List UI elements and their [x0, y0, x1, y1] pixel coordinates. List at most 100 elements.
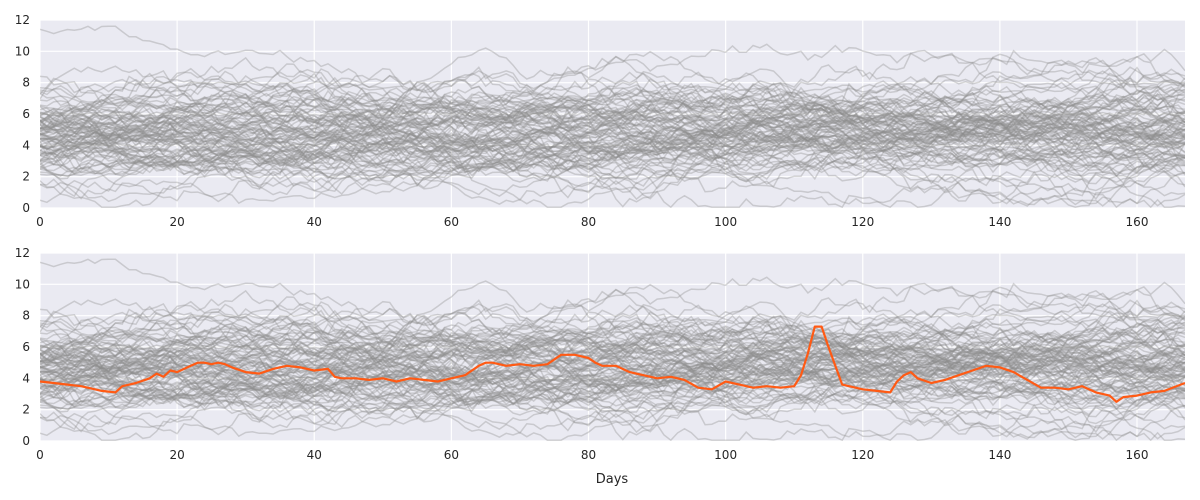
top-background-series-line [40, 106, 1185, 163]
top-background-series-line [40, 149, 1185, 208]
bottom-background-series-line [40, 305, 1185, 399]
top-background-series-line [40, 67, 1185, 139]
top-background-series-line [40, 104, 1185, 196]
bottom-background-series-line [40, 340, 1185, 441]
top-background-series-line [40, 92, 1185, 161]
bottom-background-series-line [40, 347, 1185, 436]
bottom-background-series-line [40, 323, 1185, 371]
bottom-x-tick-label: 80 [581, 448, 596, 462]
bottom-background-series-line [40, 362, 1185, 441]
top-background-series-line [40, 111, 1185, 178]
bottom-background-series-line [40, 303, 1185, 378]
bottom-background-series-line [40, 303, 1185, 400]
bottom-background-series-line [40, 314, 1185, 377]
top-background-series-line [40, 65, 1185, 177]
bottom-background-series-line [40, 298, 1185, 410]
top-background-series-line [40, 116, 1185, 177]
bottom-background-series-line [40, 298, 1185, 406]
top-background-series-line [40, 95, 1185, 190]
top-background-series-line [40, 145, 1185, 203]
top-background-series-line [40, 116, 1185, 190]
bottom-background-series-line [40, 317, 1185, 425]
bottom-background-series-line [40, 300, 1185, 372]
top-background-series-line [40, 103, 1185, 154]
bottom-y-tick-label: 10 [15, 277, 30, 291]
bottom-background-series-line [40, 381, 1185, 441]
bottom-background-series-line [40, 296, 1185, 371]
bottom-background-series-line [40, 359, 1185, 440]
top-background-series-line [40, 68, 1185, 146]
top-background-series-line [40, 89, 1185, 147]
top-background-series-line [40, 107, 1185, 170]
top-x-tick-label: 20 [169, 215, 184, 229]
bottom-background-series-line [40, 340, 1185, 406]
top-x-tick-label: 120 [851, 215, 874, 229]
bottom-background-series-line [40, 358, 1185, 414]
bottom-background-series-line [40, 323, 1185, 388]
bottom-background-series-line [40, 344, 1185, 411]
bottom-background-series-line [40, 324, 1185, 372]
top-background-series-line [40, 103, 1185, 207]
top-background-series-line [40, 87, 1185, 157]
top-background-series-line [40, 125, 1185, 181]
top-background-series-line [40, 74, 1185, 156]
bottom-background-series-line [40, 335, 1185, 393]
bottom-background-series-line [40, 348, 1185, 411]
bottom-highlight-series-line [40, 325, 1185, 403]
bottom-background-series-line [40, 316, 1185, 387]
bottom-background-series-line [40, 328, 1185, 423]
top-background-series-line [40, 83, 1185, 154]
top-background-series-line [40, 124, 1185, 193]
bottom-background-series-line [40, 338, 1185, 409]
bottom-background-series-line [40, 322, 1185, 380]
bottom-background-series-line [40, 311, 1185, 366]
top-background-series-line [40, 105, 1185, 182]
top-background-series-line [40, 112, 1185, 167]
top-background-series-line [40, 84, 1185, 139]
bottom-y-tick-label: 8 [22, 309, 30, 323]
top-background-series-line [40, 81, 1185, 144]
top-background-series-line [40, 63, 1185, 138]
top-y-tick-label: 2 [22, 170, 30, 184]
bottom-background-series-line [40, 290, 1185, 407]
top-background-series-line [40, 107, 1185, 173]
top-background-series-line [40, 117, 1185, 167]
bottom-x-tick-label: 40 [307, 448, 322, 462]
top-background-series-line [40, 83, 1185, 190]
bottom-background-series-line [40, 317, 1185, 372]
bottom-background-series-line [40, 311, 1185, 381]
bottom-background-series-line [40, 316, 1185, 423]
top-background-series-line [40, 71, 1185, 153]
top-background-series-line [40, 109, 1185, 174]
top-background-series-line [40, 70, 1185, 145]
top-background-series-line [40, 133, 1185, 192]
top-background-series-line [40, 70, 1185, 155]
top-background-series-line [40, 118, 1185, 167]
bottom-background-series-line [40, 301, 1185, 431]
top-background-series-line [40, 90, 1185, 155]
top-background-series-line [40, 49, 1185, 157]
top-background-series-line [40, 65, 1185, 173]
top-background-series-line [40, 91, 1185, 139]
bottom-background-series-line [40, 382, 1185, 441]
bottom-background-series-line [40, 357, 1185, 438]
bottom-background-series-line [40, 351, 1185, 400]
top-y-tick-label: 6 [22, 107, 30, 121]
bottom-background-series-line [40, 378, 1185, 436]
bottom-background-series-line [40, 303, 1185, 398]
bottom-background-series-line [40, 349, 1185, 423]
bottom-background-series-line [40, 323, 1185, 410]
top-background-series-line [40, 47, 1185, 159]
bottom-background-series-line [40, 330, 1185, 398]
bottom-x-tick-label: 100 [714, 448, 737, 462]
top-background-series-line [40, 25, 1185, 149]
bottom-background-series-line [40, 282, 1185, 390]
bottom-background-series-line [40, 280, 1185, 392]
top-series-group [40, 25, 1185, 208]
bottom-background-series-line [40, 350, 1185, 400]
bottom-background-series-line [40, 300, 1185, 384]
top-background-series-line [40, 102, 1185, 160]
top-background-series-line [40, 100, 1185, 175]
bottom-y-tick-label: 4 [22, 371, 30, 385]
